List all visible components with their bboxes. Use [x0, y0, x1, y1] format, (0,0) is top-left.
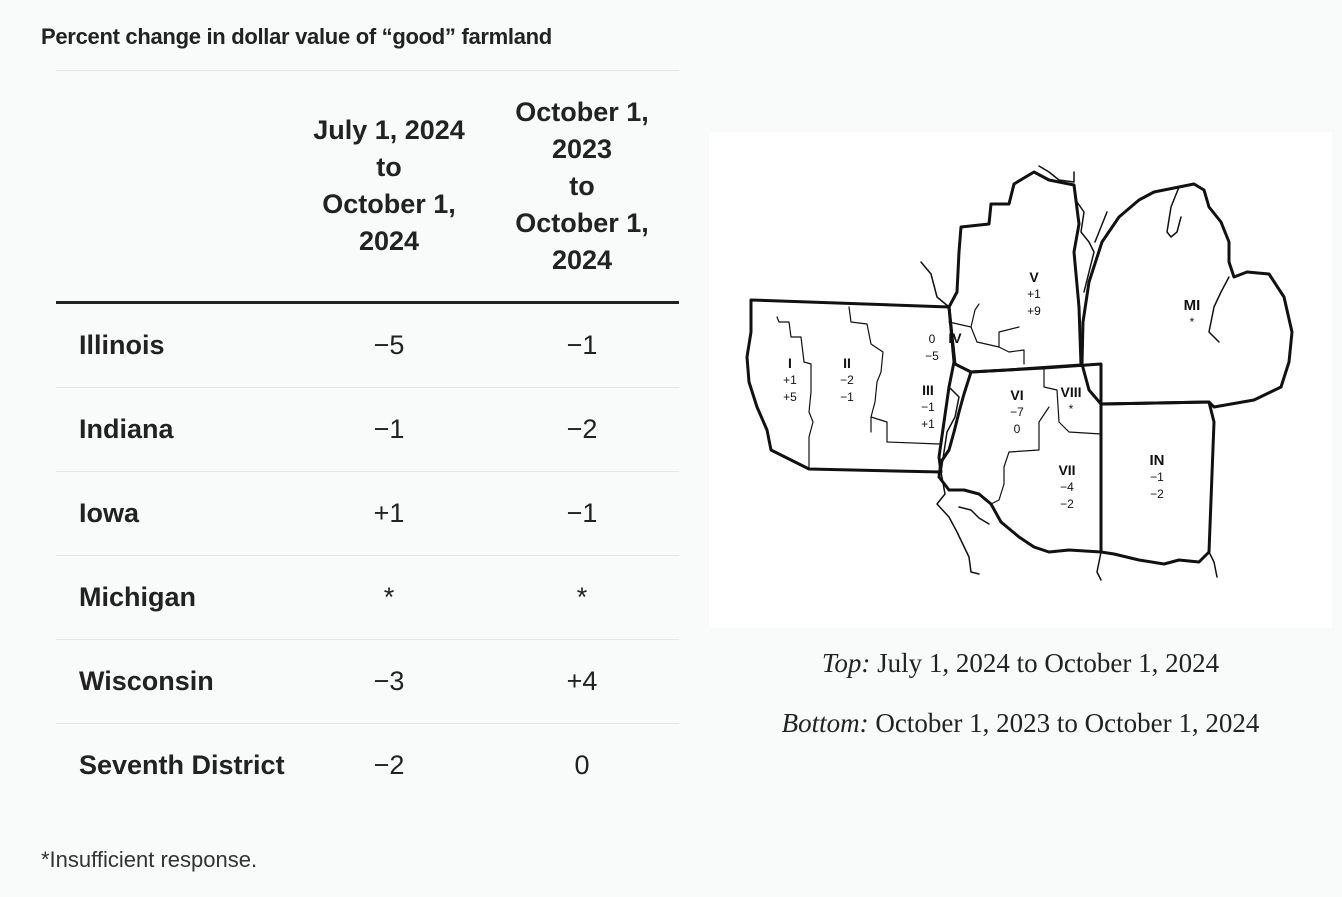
- table-row: Iowa +1 −1: [56, 472, 679, 556]
- row-value-quarterly: −5: [373, 330, 405, 360]
- row-value-yearly: −2: [566, 414, 598, 444]
- table-row: Illinois −5 −1: [56, 304, 679, 388]
- row-name: Wisconsin: [79, 666, 214, 696]
- row-value-quarterly: −2: [373, 750, 405, 780]
- row-value-yearly: −1: [566, 330, 598, 360]
- region-label-in: IN −1 −2: [1149, 452, 1165, 501]
- district-map: I +1 +5 II −2 −1 III −1 +1 0 −5 IV V +1 …: [709, 132, 1332, 628]
- row-value-quarterly: −1: [373, 414, 405, 444]
- illinois-district-lines: [990, 367, 1102, 505]
- region-label-mi: MI *: [1183, 297, 1201, 329]
- region-label-i: I +1 +5: [783, 355, 797, 404]
- region-label-iv: IV: [948, 330, 962, 346]
- region-label-iii: III −1 +1: [921, 382, 935, 431]
- caption-top-text: July 1, 2024 to October 1, 2024: [870, 648, 1220, 678]
- row-value-yearly: 0: [574, 750, 590, 780]
- row-name: Seventh District: [79, 750, 285, 780]
- footnote: *Insufficient response.: [41, 847, 258, 872]
- illinois-outline: [937, 362, 1103, 554]
- region-label-vi: VI −7 0: [1010, 387, 1024, 436]
- region-values-iv: 0 −5: [925, 332, 939, 363]
- caption-top: Top: July 1, 2024 to October 1, 2024: [709, 648, 1332, 679]
- caption-bottom: Bottom: October 1, 2023 to October 1, 20…: [709, 708, 1332, 739]
- caption-top-label: Top:: [821, 648, 871, 678]
- column-header-quarterly: July 1, 2024 to October 1, 2024: [313, 115, 465, 256]
- row-value-yearly: −1: [566, 498, 598, 528]
- row-name: Iowa: [79, 498, 140, 528]
- farmland-value-table: July 1, 2024 to October 1, 2024 October …: [56, 70, 679, 807]
- iowa-district-lines: [776, 306, 940, 470]
- region-labels: I +1 +5 II −2 −1 III −1 +1 0 −5 IV V +1 …: [709, 132, 1332, 628]
- caption-bottom-text: October 1, 2023 to October 1, 2024: [868, 708, 1260, 738]
- caption-bottom-label: Bottom:: [781, 708, 869, 738]
- indiana-outline: [1099, 400, 1216, 566]
- table-row: Indiana −1 −2: [56, 388, 679, 472]
- table-row: Wisconsin −3 +4: [56, 640, 679, 724]
- district-map-svg: [745, 165, 1294, 581]
- row-name: Illinois: [79, 330, 165, 360]
- table-row: Seventh District −2 0: [56, 724, 679, 807]
- row-value-yearly: *: [576, 582, 588, 612]
- wisconsin-district-lines: [948, 303, 1025, 365]
- row-value-quarterly: −3: [373, 666, 405, 696]
- row-value-yearly: +4: [566, 666, 598, 696]
- column-header-yearly: October 1, 2023 to October 1, 2024: [515, 96, 649, 275]
- chart-title: Percent change in dollar value of “good”…: [41, 24, 552, 49]
- region-label-v: V +1 +9: [1027, 269, 1041, 318]
- region-label-viii: VIII *: [1060, 384, 1082, 416]
- row-name: Indiana: [79, 414, 174, 444]
- region-label-ii: II −2 −1: [840, 355, 854, 404]
- table-row: Michigan * *: [56, 556, 679, 640]
- row-value-quarterly: +1: [373, 498, 405, 528]
- region-label-vii: VII −4 −2: [1058, 462, 1076, 511]
- table-header: July 1, 2024 to October 1, 2024 October …: [56, 71, 679, 304]
- row-name: Michigan: [79, 582, 197, 612]
- row-value-quarterly: *: [383, 582, 395, 612]
- michigan-outline: [1080, 182, 1294, 409]
